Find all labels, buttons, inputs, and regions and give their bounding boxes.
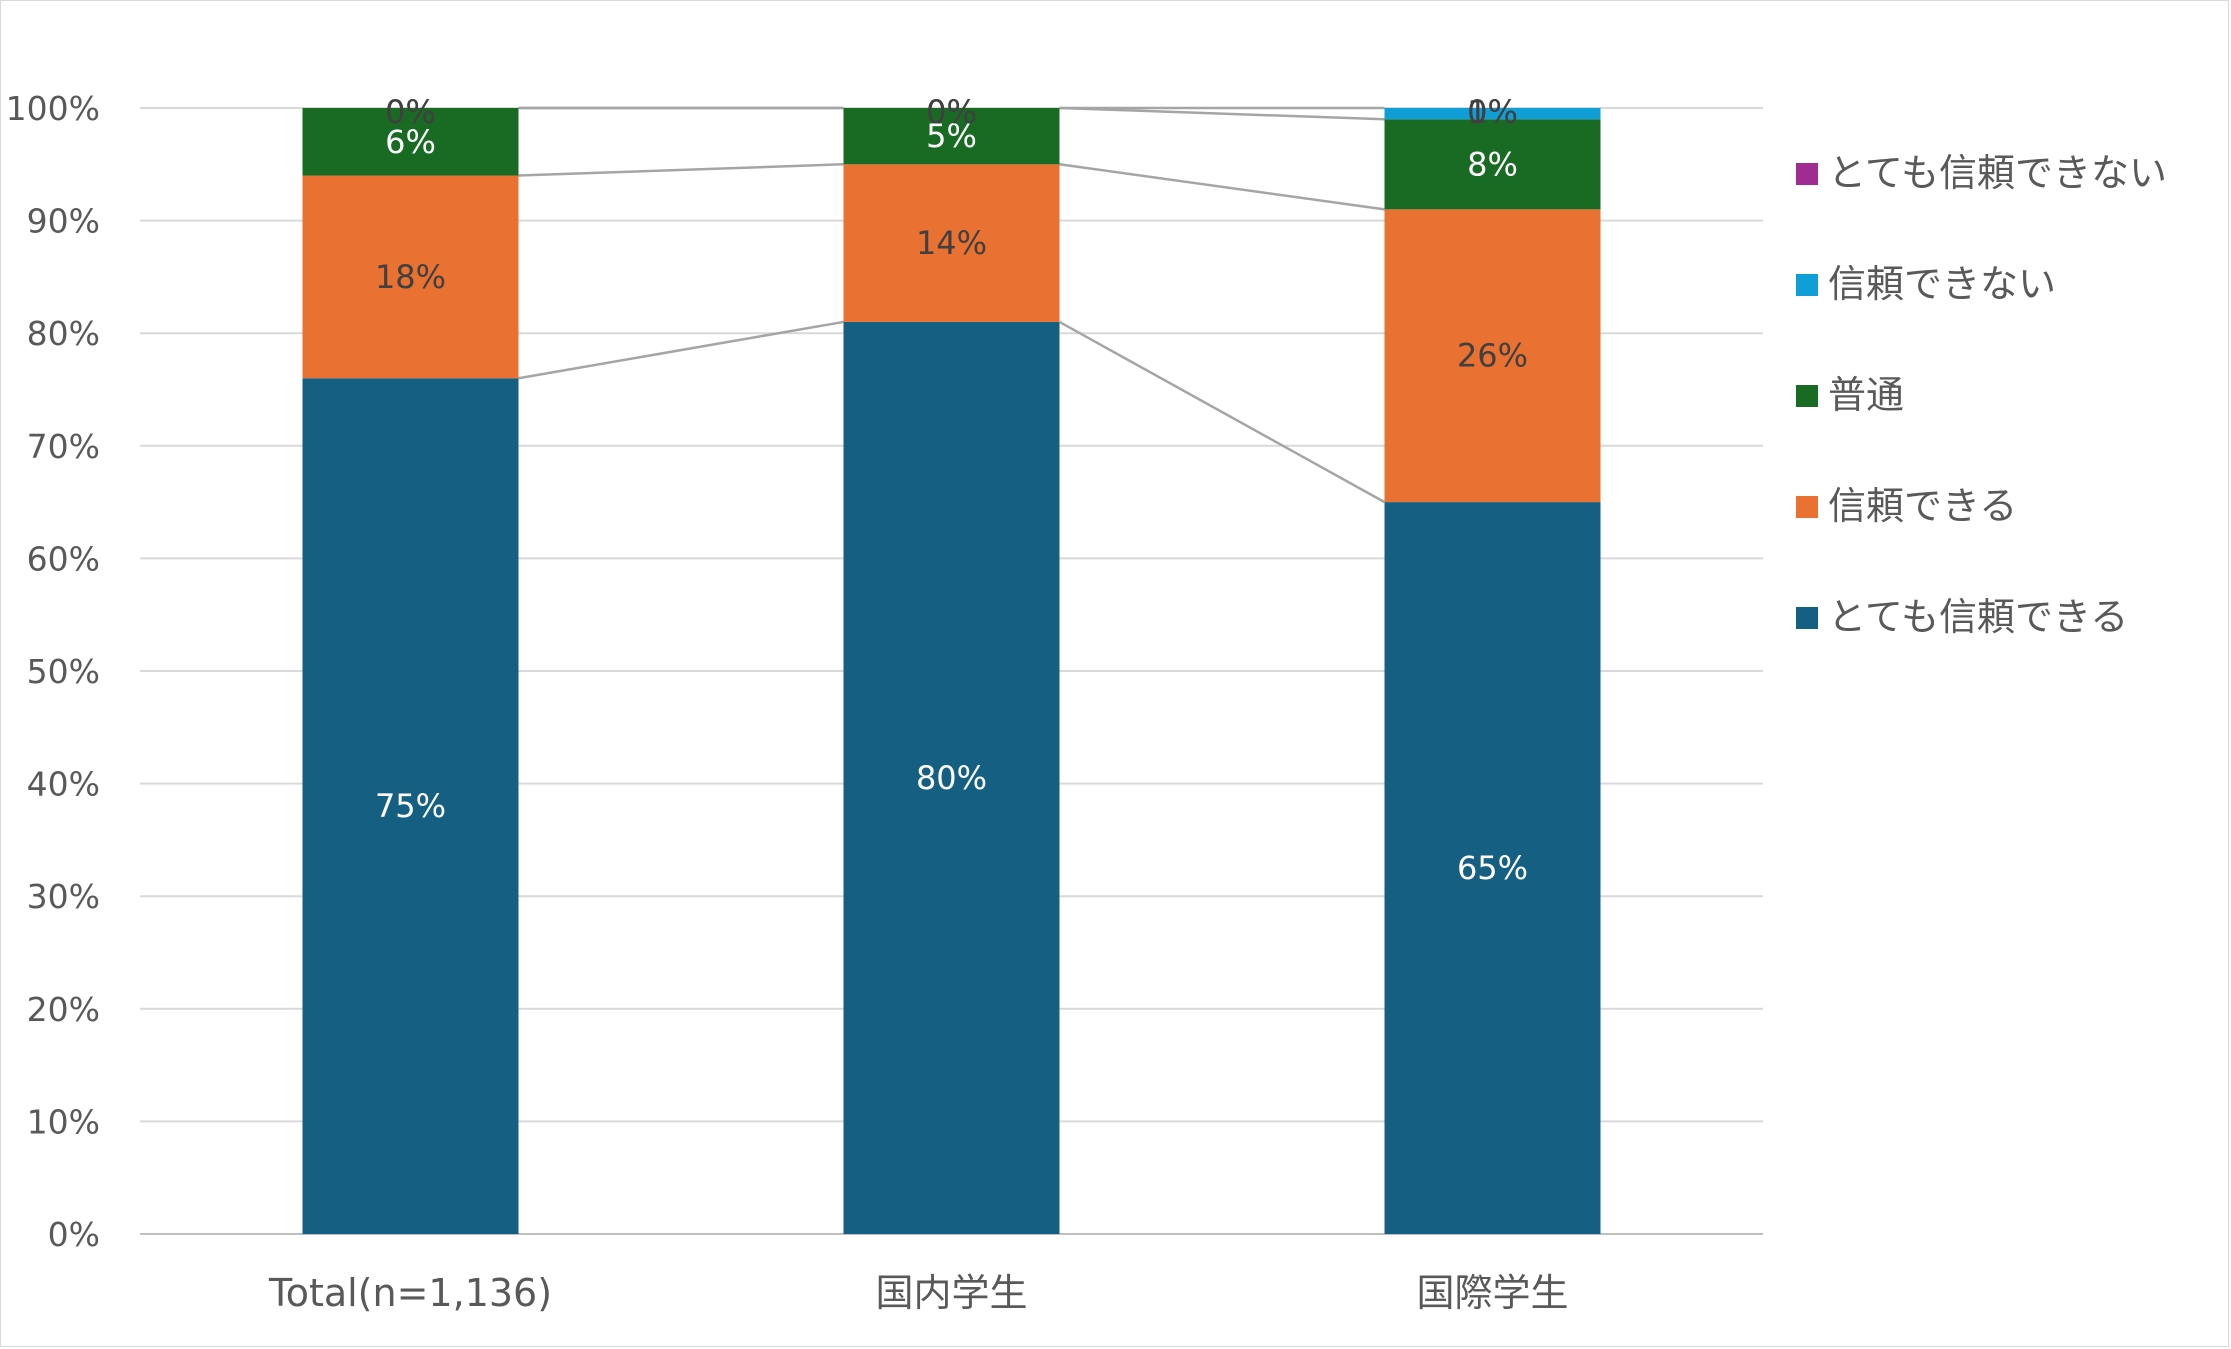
bar-segment[interactable]: [843, 321, 1060, 1234]
data-label: 75%: [375, 787, 446, 825]
series-line: [1059, 106, 1385, 121]
legend-swatch: [1796, 496, 1818, 518]
legend-swatch: [1796, 607, 1818, 629]
data-label: 0%: [385, 93, 436, 131]
x-category-label: 国内学生: [875, 1271, 1027, 1315]
legend-label: 信頼できない: [1828, 262, 2056, 306]
series-line: [1059, 163, 1385, 211]
y-tick-label: 100%: [6, 89, 100, 128]
y-tick-label: 10%: [27, 1102, 100, 1141]
data-label: 18%: [375, 258, 446, 296]
data-label: 26%: [1457, 337, 1528, 375]
data-label: 5%: [926, 117, 977, 155]
x-category-label: Total(n=1,136): [268, 1271, 552, 1315]
y-tick-label: 90%: [27, 202, 100, 241]
legend-label: 普通: [1828, 373, 1904, 417]
y-tick-label: 40%: [27, 765, 100, 804]
data-label: 0%: [926, 93, 977, 131]
data-label: 80%: [916, 759, 987, 797]
bar-segment[interactable]: [302, 108, 519, 176]
data-label: 0%: [385, 93, 436, 131]
data-label: 8%: [1467, 145, 1518, 183]
y-tick-label: 70%: [27, 427, 100, 466]
bar-segment[interactable]: [302, 378, 519, 1234]
series-line: [1058, 320, 1386, 504]
legend-swatch: [1796, 385, 1818, 407]
data-label: 1%: [1467, 93, 1518, 131]
data-label: 0%: [1467, 93, 1518, 131]
data-label: 14%: [916, 224, 987, 262]
legend-label: 信頼できる: [1828, 484, 2017, 528]
bar-segment[interactable]: [1384, 209, 1601, 503]
y-tick-label: 80%: [27, 314, 100, 353]
data-label: 0%: [926, 93, 977, 131]
legend-swatch: [1796, 163, 1818, 185]
legend-swatch: [1796, 274, 1818, 296]
y-tick-label: 0%: [48, 1215, 100, 1254]
y-tick-label: 60%: [27, 539, 100, 578]
bar-segment[interactable]: [843, 164, 1060, 322]
bar-segment[interactable]: [1384, 119, 1601, 210]
y-tick-label: 20%: [27, 990, 100, 1029]
bar-segment[interactable]: [1384, 502, 1601, 1235]
x-category-label: 国際学生: [1416, 1271, 1568, 1315]
data-label: 6%: [385, 123, 436, 161]
series-line: [518, 163, 844, 177]
y-tick-label: 50%: [27, 652, 100, 691]
data-label: 65%: [1457, 849, 1528, 887]
bar-segment[interactable]: [1384, 108, 1601, 120]
y-tick-label: 30%: [27, 877, 100, 916]
legend-label: とても信頼できない: [1828, 151, 2167, 195]
bar-segment[interactable]: [843, 108, 1060, 165]
bar-segment[interactable]: [302, 175, 519, 379]
series-line: [518, 320, 844, 380]
legend-label: とても信頼できる: [1828, 595, 2128, 639]
